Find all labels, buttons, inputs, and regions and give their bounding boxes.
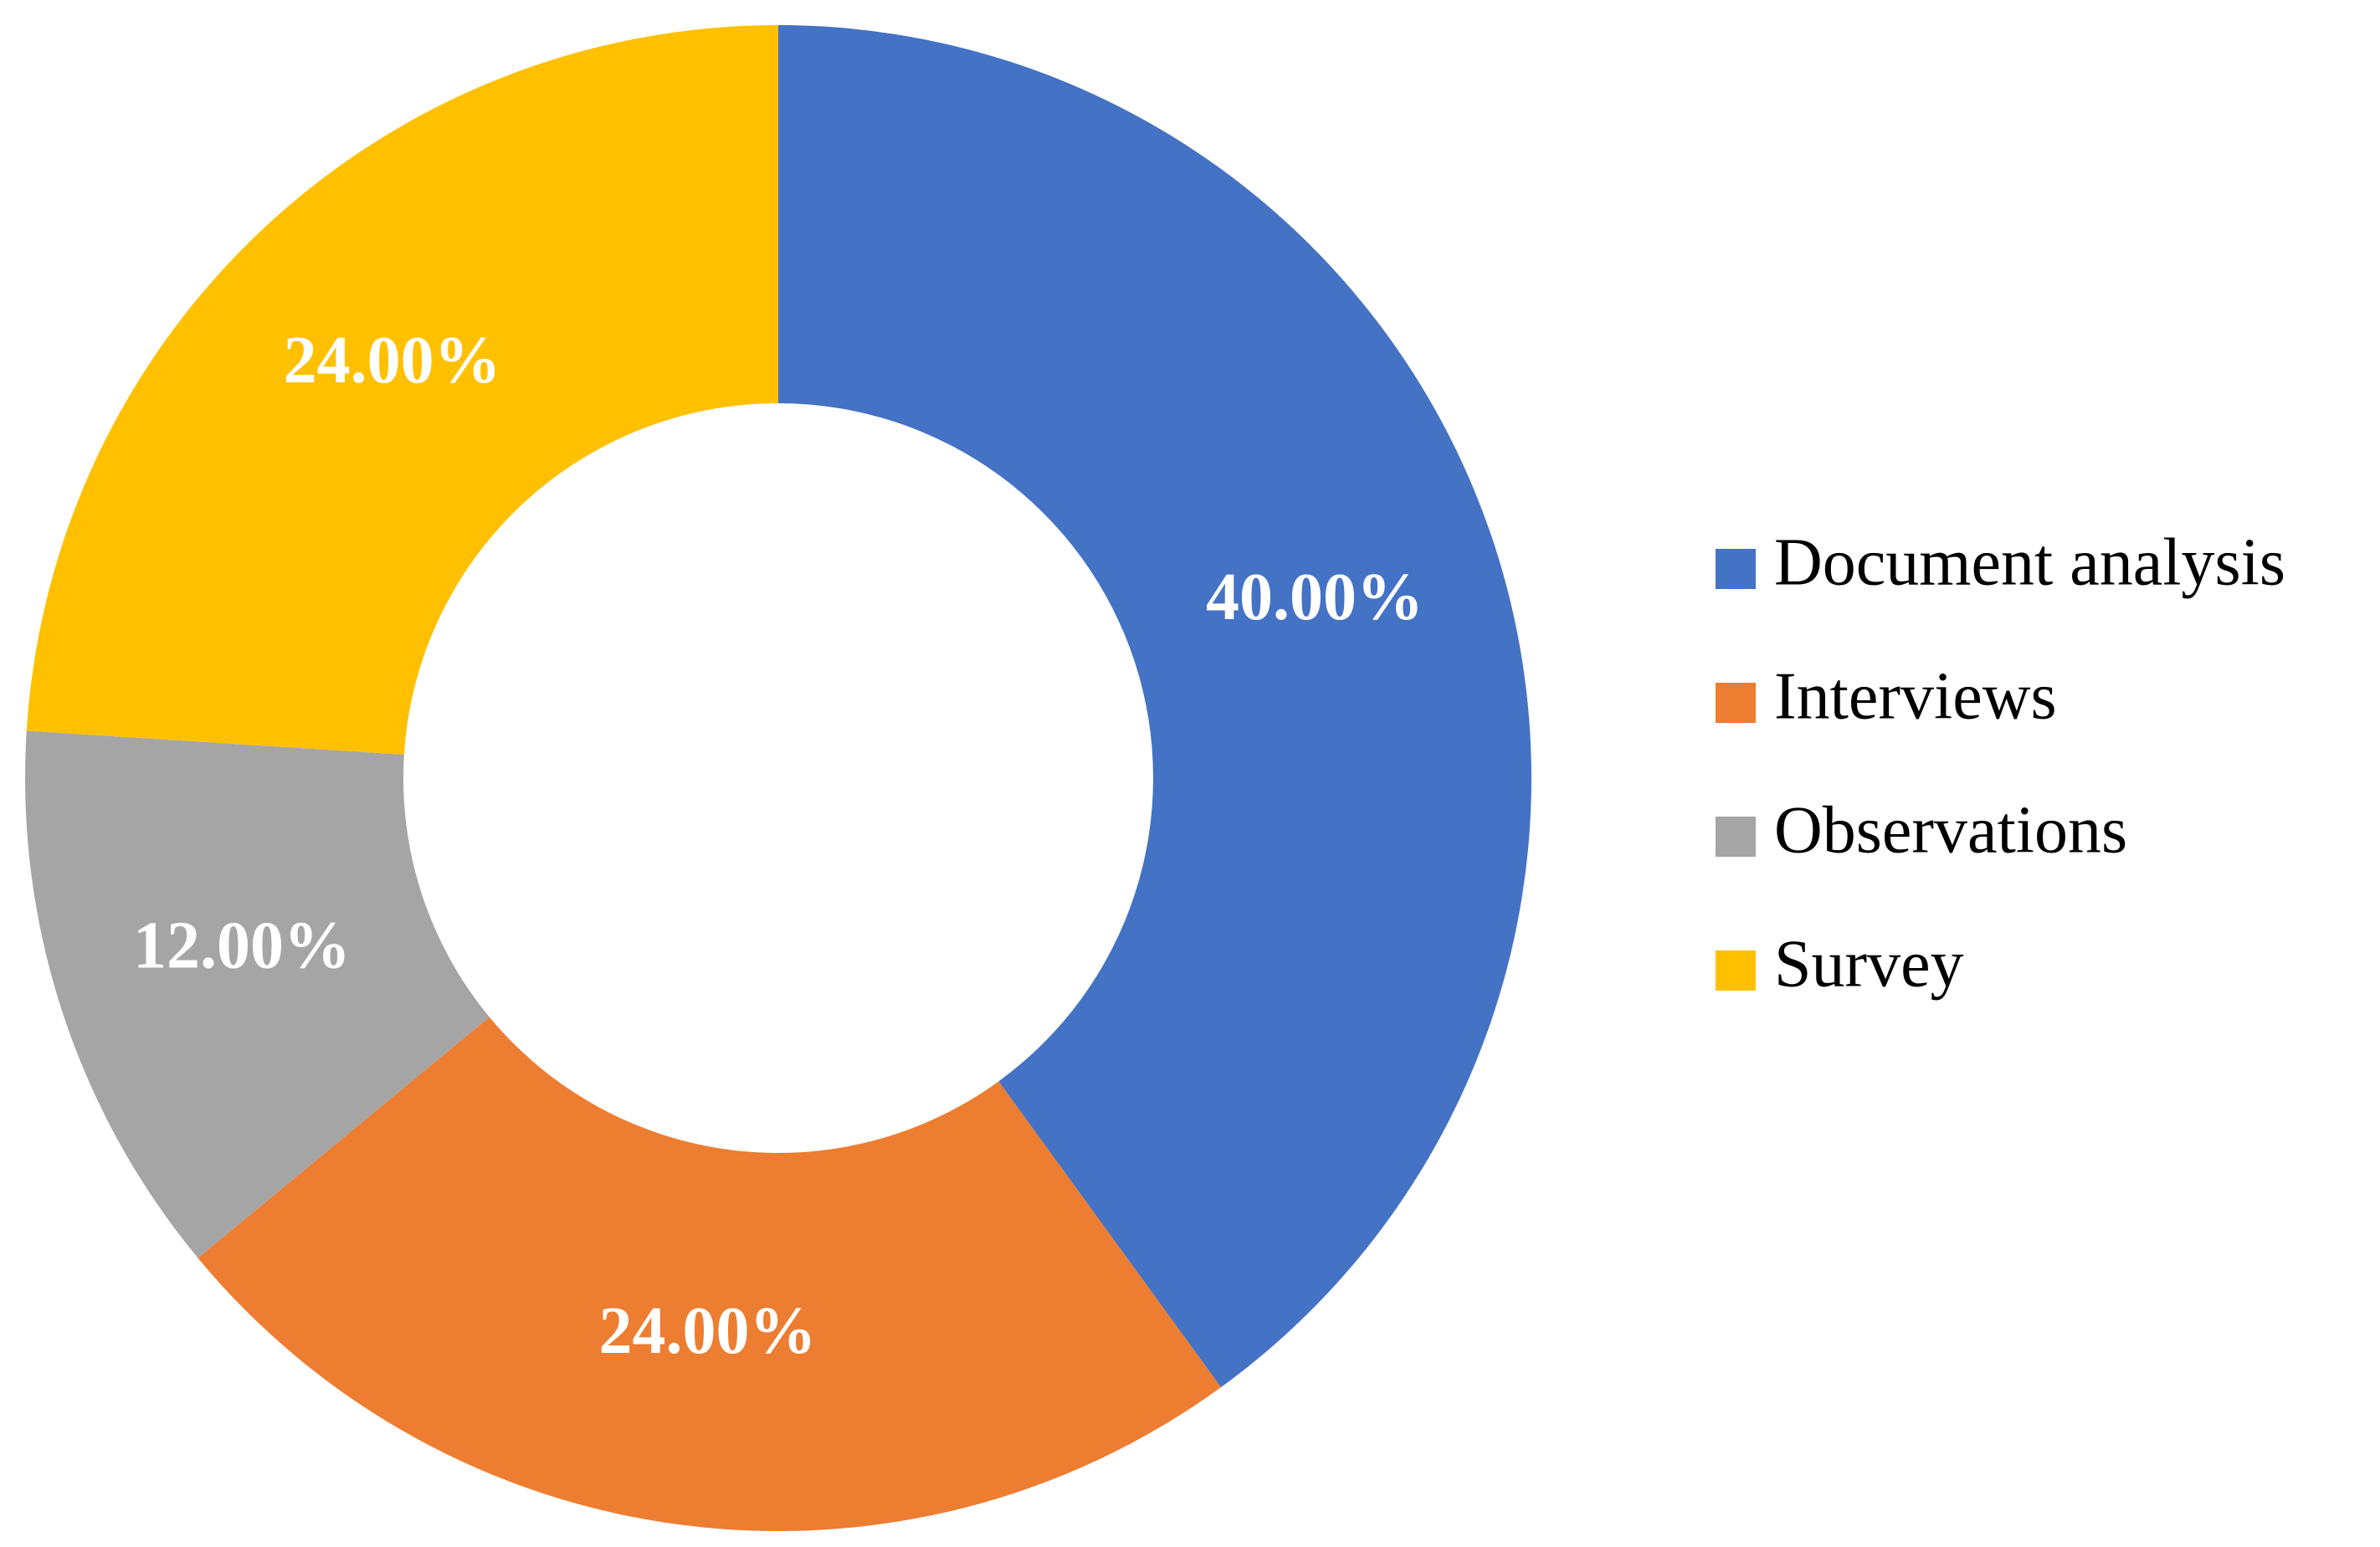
slice-observations bbox=[24, 730, 490, 1258]
legend-item: Interviews bbox=[1716, 659, 2057, 733]
legend-item: Document analysis bbox=[1716, 525, 2285, 599]
slice-interviews bbox=[197, 1017, 1222, 1531]
legend-item: Survey bbox=[1716, 927, 1964, 1001]
legend-item: Observations bbox=[1716, 793, 2127, 867]
data-label-document-analysis: 40.00% bbox=[1206, 561, 1423, 634]
legend-swatch bbox=[1716, 950, 1756, 991]
slice-labels: 40.00% 24.00% 12.00% 24.00% bbox=[133, 324, 1423, 1368]
legend-label: Document analysis bbox=[1774, 525, 2285, 599]
slice-survey bbox=[26, 25, 779, 755]
slice-document-analysis bbox=[778, 25, 1532, 1388]
legend-swatch bbox=[1716, 549, 1756, 589]
data-label-observations: 12.00% bbox=[133, 909, 351, 983]
donut-slices bbox=[24, 25, 1532, 1531]
legend: Document analysis Interviews Observations S… bbox=[1716, 525, 2285, 1001]
legend-swatch bbox=[1716, 817, 1756, 857]
legend-swatch bbox=[1716, 683, 1756, 723]
legend-label: Survey bbox=[1774, 927, 1964, 1001]
data-label-interviews: 24.00% bbox=[599, 1294, 817, 1368]
legend-label: Interviews bbox=[1774, 659, 2057, 733]
legend-label: Observations bbox=[1774, 793, 2127, 867]
data-label-survey: 24.00% bbox=[284, 324, 501, 397]
